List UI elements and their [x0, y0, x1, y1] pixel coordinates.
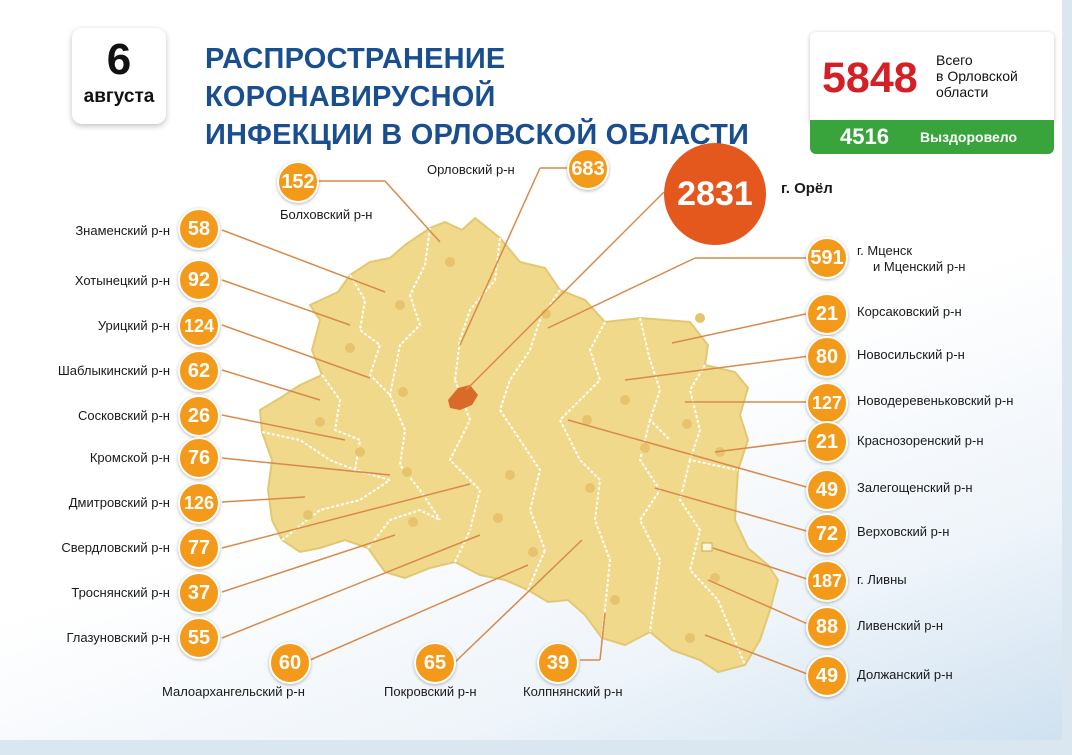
left-district-count-5: 26 [178, 395, 220, 437]
orel-oblast-shape [258, 216, 780, 674]
left-district-count-6: 76 [178, 437, 220, 479]
right-district-label-8: г. Ливны [857, 572, 907, 587]
total-label-line-2: в Орловской [936, 68, 1018, 84]
livny-city-shape [701, 542, 713, 552]
orel-city-label: г. Орёл [781, 180, 833, 197]
date-day: 6 [106, 35, 132, 84]
right-district-count-3: 80 [806, 336, 848, 378]
district-centers [303, 257, 725, 643]
right-district-count-6: 49 [806, 469, 848, 511]
left-district-label-9: Троснянский р-н [71, 585, 170, 600]
bolkhov-count: 152 [277, 161, 319, 203]
orlovsky-count: 683 [567, 148, 609, 190]
left-district-count-1: 58 [178, 208, 220, 250]
right-district-count-8: 187 [806, 560, 848, 602]
left-district-label-8: Свердловский р-н [61, 540, 170, 555]
kolpny-count: 39 [537, 642, 579, 684]
right-district-label-10: Должанский р-н [857, 667, 953, 682]
orlovsky-label: Орловский р-н [427, 162, 515, 177]
pokrovsky-count: 65 [414, 642, 456, 684]
right-district-label-3: Новосильский р-н [857, 347, 965, 362]
right-district-count-9: 88 [806, 606, 848, 648]
kolpny-label: Колпнянский р-н [523, 684, 623, 699]
right-district-count-5: 21 [806, 421, 848, 463]
left-district-count-10: 55 [178, 617, 220, 659]
left-district-label-2: Хотынецкий р-н [74, 273, 170, 288]
left-district-count-8: 77 [178, 527, 220, 569]
right-district-label-2: Корсаковский р-н [857, 304, 962, 319]
orel-city-shape [448, 385, 478, 410]
right-district-label-6: Залегощенский р-н [857, 480, 973, 495]
right-district-label-1-line-1: г. Мценск [857, 243, 913, 258]
bolkhov-label: Болховский р-н [280, 207, 373, 222]
date-card: 6 августа [72, 28, 166, 124]
total-card: 5848 Всего в Орловской области [810, 32, 1054, 122]
left-district-label-4: Шаблыкинский р-н [57, 363, 170, 378]
total-label: Всего в Орловской области [936, 52, 1051, 100]
right-district-label-1: г. Мценск и Мценский р-н [857, 243, 965, 275]
right-district-count-7: 72 [806, 513, 848, 555]
left-district-count-7: 126 [178, 482, 220, 524]
recovered-card: 4516 Выздоровело [810, 120, 1054, 154]
title-line-2: ИНФЕКЦИИ В ОРЛОВСКОЙ ОБЛАСТИ [205, 119, 750, 151]
pokrovsky-label: Покровский р-н [384, 684, 477, 699]
maloarkhangelsk-count: 60 [269, 642, 311, 684]
leader-lines [221, 167, 811, 676]
right-district-label-1-line-2: и Мценский р-н [873, 259, 966, 274]
right-district-count-1: 591 [806, 237, 848, 279]
maloarkhangelsk-label: Малоархангельский р-н [162, 684, 305, 699]
left-district-label-3: Урицкий р-н [97, 318, 170, 333]
recovered-count: 4516 [840, 124, 889, 149]
orel-city-count: 2831 [664, 143, 766, 245]
date-month: августа [83, 86, 155, 107]
right-district-count-2: 21 [806, 293, 848, 335]
left-district-label-6: Кромской р-н [89, 450, 170, 465]
left-district-count-2: 92 [178, 259, 220, 301]
left-district-count-3: 124 [178, 305, 220, 347]
total-label-line-1: Всего [936, 52, 973, 68]
left-district-label-5: Сосковский р-н [77, 408, 170, 423]
right-district-label-4: Новодеревеньковский р-н [857, 393, 1014, 408]
left-district-label-1: Знаменский р-н [75, 223, 170, 238]
right-district-label-9: Ливенский р-н [857, 618, 944, 633]
total-count: 5848 [822, 54, 918, 102]
right-district-label-7: Верховский р-н [857, 524, 950, 539]
district-borders [261, 227, 746, 666]
title-line-1: РАСПРОСТРАНЕНИЕ КОРОНАВИРУСНОЙ [205, 43, 506, 113]
right-district-label-5: Краснозоренский р-н [857, 433, 984, 448]
left-district-count-4: 62 [178, 350, 220, 392]
total-label-line-3: области [936, 84, 989, 100]
right-district-count-10: 49 [806, 655, 848, 697]
left-district-label-7: Дмитровский р-н [68, 495, 170, 510]
left-district-label-10: Глазуновский р-н [66, 630, 170, 645]
page-title: РАСПРОСТРАНЕНИЕ КОРОНАВИРУСНОЙ ИНФЕКЦИИ … [205, 40, 795, 154]
left-district-count-9: 37 [178, 572, 220, 614]
recovered-label: Выздоровело [920, 129, 1018, 145]
right-district-count-4: 127 [806, 382, 848, 424]
